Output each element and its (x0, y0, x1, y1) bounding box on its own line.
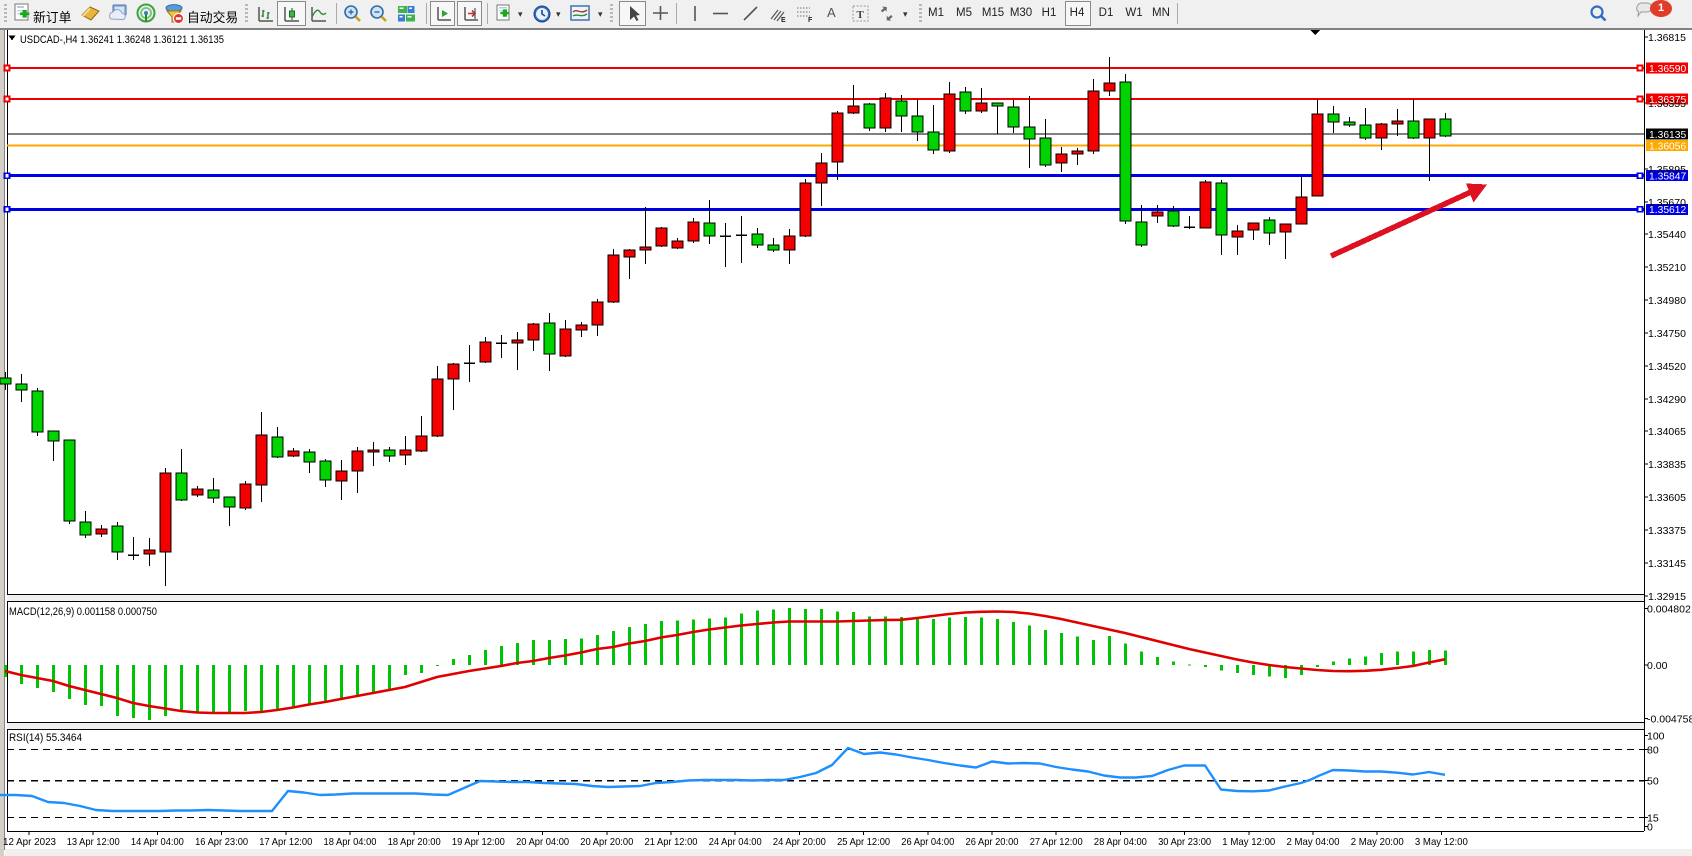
svg-text:E: E (781, 17, 786, 24)
svg-text:T: T (857, 9, 865, 21)
svg-text:2 May 20:00: 2 May 20:00 (1351, 836, 1404, 848)
svg-text:0.00: 0.00 (1647, 660, 1668, 672)
svg-text:1.32915: 1.32915 (1648, 591, 1686, 603)
svg-text:30 Apr 23:00: 30 Apr 23:00 (1158, 836, 1211, 848)
svg-text:80: 80 (1647, 744, 1659, 756)
svg-text:3 May 12:00: 3 May 12:00 (1415, 836, 1468, 848)
svg-text:24 Apr 20:00: 24 Apr 20:00 (773, 836, 826, 848)
svg-text:F: F (808, 17, 813, 24)
svg-text:1.34750: 1.34750 (1648, 328, 1686, 340)
svg-text:1.33145: 1.33145 (1648, 558, 1686, 570)
svg-text:1.36056: 1.36056 (1649, 142, 1686, 153)
svg-text:25 Apr 12:00: 25 Apr 12:00 (837, 836, 890, 848)
svg-text:12 Apr 2023: 12 Apr 2023 (3, 836, 56, 848)
svg-text:0.004802: 0.004802 (1647, 604, 1691, 616)
svg-text:24 Apr 04:00: 24 Apr 04:00 (709, 836, 762, 848)
svg-text:50: 50 (1647, 776, 1659, 788)
svg-text:13 Apr 12:00: 13 Apr 12:00 (67, 836, 120, 848)
svg-text:14 Apr 04:00: 14 Apr 04:00 (131, 836, 184, 848)
svg-text:15: 15 (1647, 813, 1659, 825)
svg-text:17 Apr 12:00: 17 Apr 12:00 (259, 836, 312, 848)
svg-text:26 Apr 20:00: 26 Apr 20:00 (966, 836, 1019, 848)
svg-text:27 Apr 12:00: 27 Apr 12:00 (1030, 836, 1083, 848)
svg-text:20 Apr 20:00: 20 Apr 20:00 (580, 836, 633, 848)
svg-text:18 Apr 04:00: 18 Apr 04:00 (324, 836, 377, 848)
svg-text:RSI(14) 55.3464: RSI(14) 55.3464 (9, 732, 82, 744)
svg-text:1.33375: 1.33375 (1648, 525, 1686, 537)
svg-text:1.35847: 1.35847 (1649, 172, 1686, 183)
svg-text:1.34290: 1.34290 (1648, 394, 1686, 406)
svg-text:20 Apr 04:00: 20 Apr 04:00 (516, 836, 569, 848)
svg-text:1.36355: 1.36355 (1648, 98, 1686, 110)
svg-text:26 Apr 04:00: 26 Apr 04:00 (901, 836, 954, 848)
svg-text:1.34980: 1.34980 (1648, 295, 1686, 307)
svg-text:MACD(12,26,9) 0.001158 0.00075: MACD(12,26,9) 0.001158 0.000750 (9, 606, 157, 618)
svg-text:1.35895: 1.35895 (1648, 164, 1686, 176)
svg-text:1 May 12:00: 1 May 12:00 (1222, 836, 1275, 848)
svg-text:18 Apr 20:00: 18 Apr 20:00 (388, 836, 441, 848)
svg-text:100: 100 (1647, 731, 1665, 743)
svg-text:1.34065: 1.34065 (1648, 426, 1686, 438)
svg-text:16 Apr 23:00: 16 Apr 23:00 (195, 836, 248, 848)
svg-text:28 Apr 04:00: 28 Apr 04:00 (1094, 836, 1147, 848)
svg-text:1.35210: 1.35210 (1648, 262, 1686, 274)
svg-text:-0.004758: -0.004758 (1647, 714, 1692, 726)
svg-text:1.33835: 1.33835 (1648, 459, 1686, 471)
svg-text:1.36815: 1.36815 (1648, 32, 1686, 44)
svg-text:1.34520: 1.34520 (1648, 361, 1686, 373)
svg-text:2 May 04:00: 2 May 04:00 (1287, 836, 1340, 848)
svg-text:1.35440: 1.35440 (1648, 229, 1686, 241)
svg-text:USDCAD-,H4 1.36241 1.36248 1.: USDCAD-,H4 1.36241 1.36248 1.36121 1.361… (20, 34, 224, 46)
svg-text:1.36590: 1.36590 (1649, 64, 1686, 75)
svg-text:21 Apr 12:00: 21 Apr 12:00 (645, 836, 698, 848)
svg-text:1.36135: 1.36135 (1649, 130, 1686, 141)
svg-text:1.35612: 1.35612 (1649, 205, 1686, 216)
svg-text:1.36375: 1.36375 (1649, 95, 1686, 106)
svg-text:1.35670: 1.35670 (1648, 197, 1686, 209)
svg-text:1.33605: 1.33605 (1648, 492, 1686, 504)
svg-text:0: 0 (1647, 822, 1653, 834)
svg-text:19 Apr 12:00: 19 Apr 12:00 (452, 836, 505, 848)
